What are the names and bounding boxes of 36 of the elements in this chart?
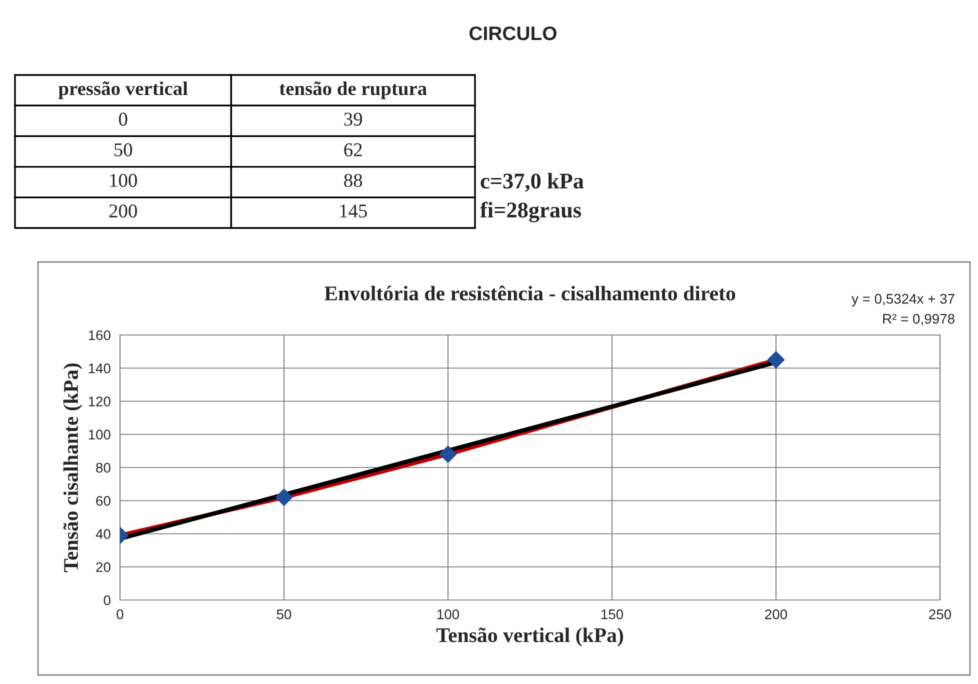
y-tick-label: 0 (104, 595, 110, 606)
x-tick-label: 50 (276, 609, 292, 620)
y-tick-label: 60 (96, 496, 110, 506)
text: R² = 0,9978 (883, 314, 954, 326)
y-tick-label: 20 (96, 562, 110, 572)
x-tick-label: 0 (116, 609, 124, 620)
text: 100 (110, 174, 137, 187)
y-tick-label: 120 (88, 396, 110, 406)
y-tick-label: 100 (88, 430, 110, 440)
y-tick-label: 140 (88, 363, 110, 374)
x-tick-label: 200 (765, 609, 788, 620)
y-tick-label: 80 (96, 462, 110, 473)
x-tick-label: 150 (601, 609, 624, 620)
text: fi=28graus (480, 202, 582, 222)
text: CIRCULO (470, 26, 556, 40)
y-axis-title: Tensão cisalhante (kPa) (63, 363, 82, 572)
text: 62 (344, 143, 362, 156)
y-tick-label: 40 (96, 529, 110, 539)
x-tick-label: 100 (437, 609, 460, 620)
text: pressão vertical (58, 81, 188, 100)
text: 39 (344, 112, 362, 126)
text: 0 (118, 112, 128, 126)
text: 200 (109, 204, 137, 218)
point (275, 488, 293, 506)
text: c=37,0 kPa (480, 172, 584, 192)
x-tick-label: 250 (929, 609, 952, 620)
text: 88 (344, 174, 362, 187)
point (439, 446, 457, 463)
point (767, 351, 785, 369)
x-axis-title: Tensão vertical (kPa) (436, 628, 624, 646)
chart-title: Envoltória de resistência - cisalhamento direto (324, 286, 736, 300)
y-tick-label: 160 (88, 330, 110, 340)
text: tensão de ruptura (279, 81, 427, 100)
text: y = 0,5324x + 37 (852, 294, 954, 306)
text: 50 (114, 143, 132, 156)
text: 145 (340, 204, 367, 218)
